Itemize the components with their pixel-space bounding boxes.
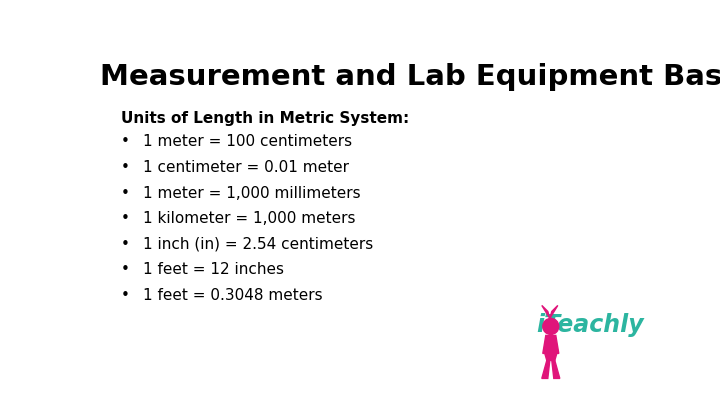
Text: •: • [121,134,130,149]
Polygon shape [543,335,559,354]
Text: 1 centimeter = 0.01 meter: 1 centimeter = 0.01 meter [143,160,349,175]
Text: •: • [121,160,130,175]
Text: •: • [121,185,130,200]
Text: •: • [121,211,130,226]
Polygon shape [550,305,558,318]
Text: iTeachly: iTeachly [536,313,644,337]
Text: 1 kilometer = 1,000 meters: 1 kilometer = 1,000 meters [143,211,356,226]
Polygon shape [545,354,557,360]
Text: •: • [121,262,130,277]
Text: Units of Length in Metric System:: Units of Length in Metric System: [121,111,409,126]
Text: 1 feet = 12 inches: 1 feet = 12 inches [143,262,284,277]
Text: 1 inch (in) = 2.54 centimeters: 1 inch (in) = 2.54 centimeters [143,237,373,252]
Polygon shape [541,305,550,318]
Text: 1 meter = 1,000 millimeters: 1 meter = 1,000 millimeters [143,185,361,200]
Text: Measurement and Lab Equipment Basics: Measurement and Lab Equipment Basics [100,63,720,91]
Polygon shape [541,360,550,378]
Text: •: • [121,237,130,252]
Text: 1 feet = 0.3048 meters: 1 feet = 0.3048 meters [143,288,323,303]
Circle shape [543,318,559,335]
Polygon shape [552,360,560,378]
Text: 1 meter = 100 centimeters: 1 meter = 100 centimeters [143,134,352,149]
Text: •: • [121,288,130,303]
